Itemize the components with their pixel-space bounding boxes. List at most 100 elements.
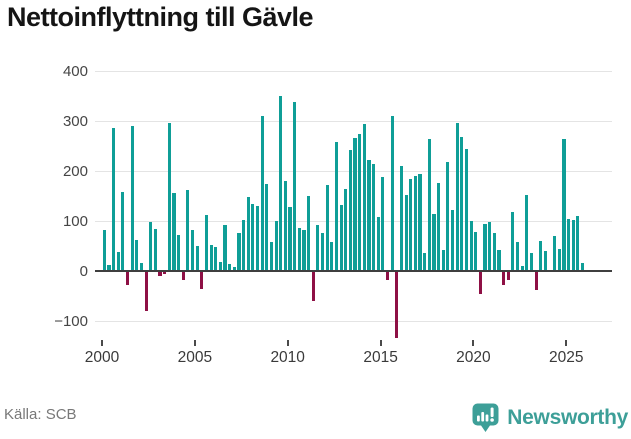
bar — [149, 221, 153, 271]
bar — [181, 271, 185, 280]
bar — [525, 195, 529, 271]
bar — [399, 166, 404, 271]
bar — [497, 250, 501, 271]
bar — [474, 231, 478, 271]
bar — [446, 161, 450, 271]
bar — [539, 241, 543, 271]
bar — [553, 236, 557, 271]
x-tick-mark — [286, 340, 289, 346]
bar — [200, 271, 204, 289]
bar — [112, 127, 116, 271]
bar — [395, 271, 399, 338]
bar — [432, 213, 436, 271]
source-label: Källa: SCB — [4, 406, 77, 423]
bar — [339, 205, 343, 271]
bar — [144, 271, 148, 311]
bar — [274, 221, 278, 271]
bar — [330, 241, 334, 271]
bar — [172, 192, 176, 271]
bar — [483, 223, 487, 271]
x-tick-label: 2020 — [456, 349, 491, 366]
bar — [413, 176, 417, 271]
bar — [311, 271, 315, 301]
bar — [177, 234, 181, 271]
bar — [353, 137, 357, 271]
grid-line — [95, 121, 612, 122]
bar — [107, 264, 111, 271]
x-tick-label: 2010 — [270, 349, 305, 366]
bar — [580, 262, 585, 271]
x-tick-mark — [101, 340, 103, 346]
bar — [167, 122, 171, 271]
bar — [534, 271, 538, 290]
bar — [255, 205, 260, 271]
zero-axis-line — [95, 270, 612, 272]
bar — [228, 263, 232, 271]
bar — [562, 139, 566, 271]
bar — [186, 190, 190, 271]
bar — [293, 101, 297, 271]
x-tick-label: 2005 — [177, 349, 213, 366]
bar — [130, 125, 134, 271]
bar — [511, 211, 515, 271]
bar — [515, 241, 520, 271]
bar — [218, 261, 222, 271]
bar — [344, 188, 348, 271]
bar — [246, 196, 250, 271]
bar — [385, 271, 390, 280]
bar — [418, 173, 422, 271]
bar — [502, 271, 506, 285]
bar — [404, 195, 408, 271]
bar — [409, 178, 413, 271]
bar — [567, 218, 571, 271]
bar — [571, 219, 575, 271]
bar — [381, 176, 385, 271]
bar — [464, 148, 469, 271]
bar — [376, 216, 380, 271]
x-tick-label: 2015 — [363, 349, 398, 366]
bar — [557, 249, 561, 271]
bar — [506, 271, 510, 280]
bar — [204, 214, 209, 271]
x-tick-label: 2000 — [84, 349, 120, 366]
bar — [362, 123, 366, 271]
bar — [455, 122, 459, 271]
brand-name: Newsworthy — [507, 406, 628, 429]
x-tick-mark — [193, 340, 196, 346]
bar — [209, 244, 213, 271]
bar — [214, 246, 218, 271]
x-tick-label: 2025 — [549, 349, 584, 366]
bar — [320, 232, 325, 271]
bar — [242, 220, 246, 271]
x-tick-mark — [565, 340, 568, 346]
bar — [348, 149, 352, 271]
bar — [390, 116, 394, 271]
x-tick-mark — [379, 340, 382, 346]
bar — [478, 271, 482, 294]
bar — [469, 221, 473, 271]
bar — [529, 252, 534, 271]
grid-line — [95, 321, 612, 322]
bar — [307, 196, 311, 271]
bar — [153, 228, 157, 271]
bar — [325, 185, 329, 271]
bar — [279, 96, 283, 271]
bar — [460, 137, 464, 271]
bar — [102, 230, 106, 271]
bar — [358, 134, 362, 271]
chart-title: Nettoinflyttning till Gävle — [7, 2, 314, 32]
y-tick-label: −100 — [54, 313, 88, 330]
x-tick-mark — [472, 340, 475, 346]
bar — [543, 251, 547, 271]
bar — [125, 271, 130, 285]
bar — [302, 229, 306, 271]
y-tick-label: 200 — [62, 163, 88, 180]
bar — [135, 239, 139, 271]
y-tick-label: 400 — [62, 63, 88, 80]
bar — [260, 116, 264, 271]
bar — [283, 181, 287, 271]
bar — [223, 225, 227, 271]
bar — [163, 271, 167, 274]
newsworthy-logo-icon — [472, 403, 500, 433]
